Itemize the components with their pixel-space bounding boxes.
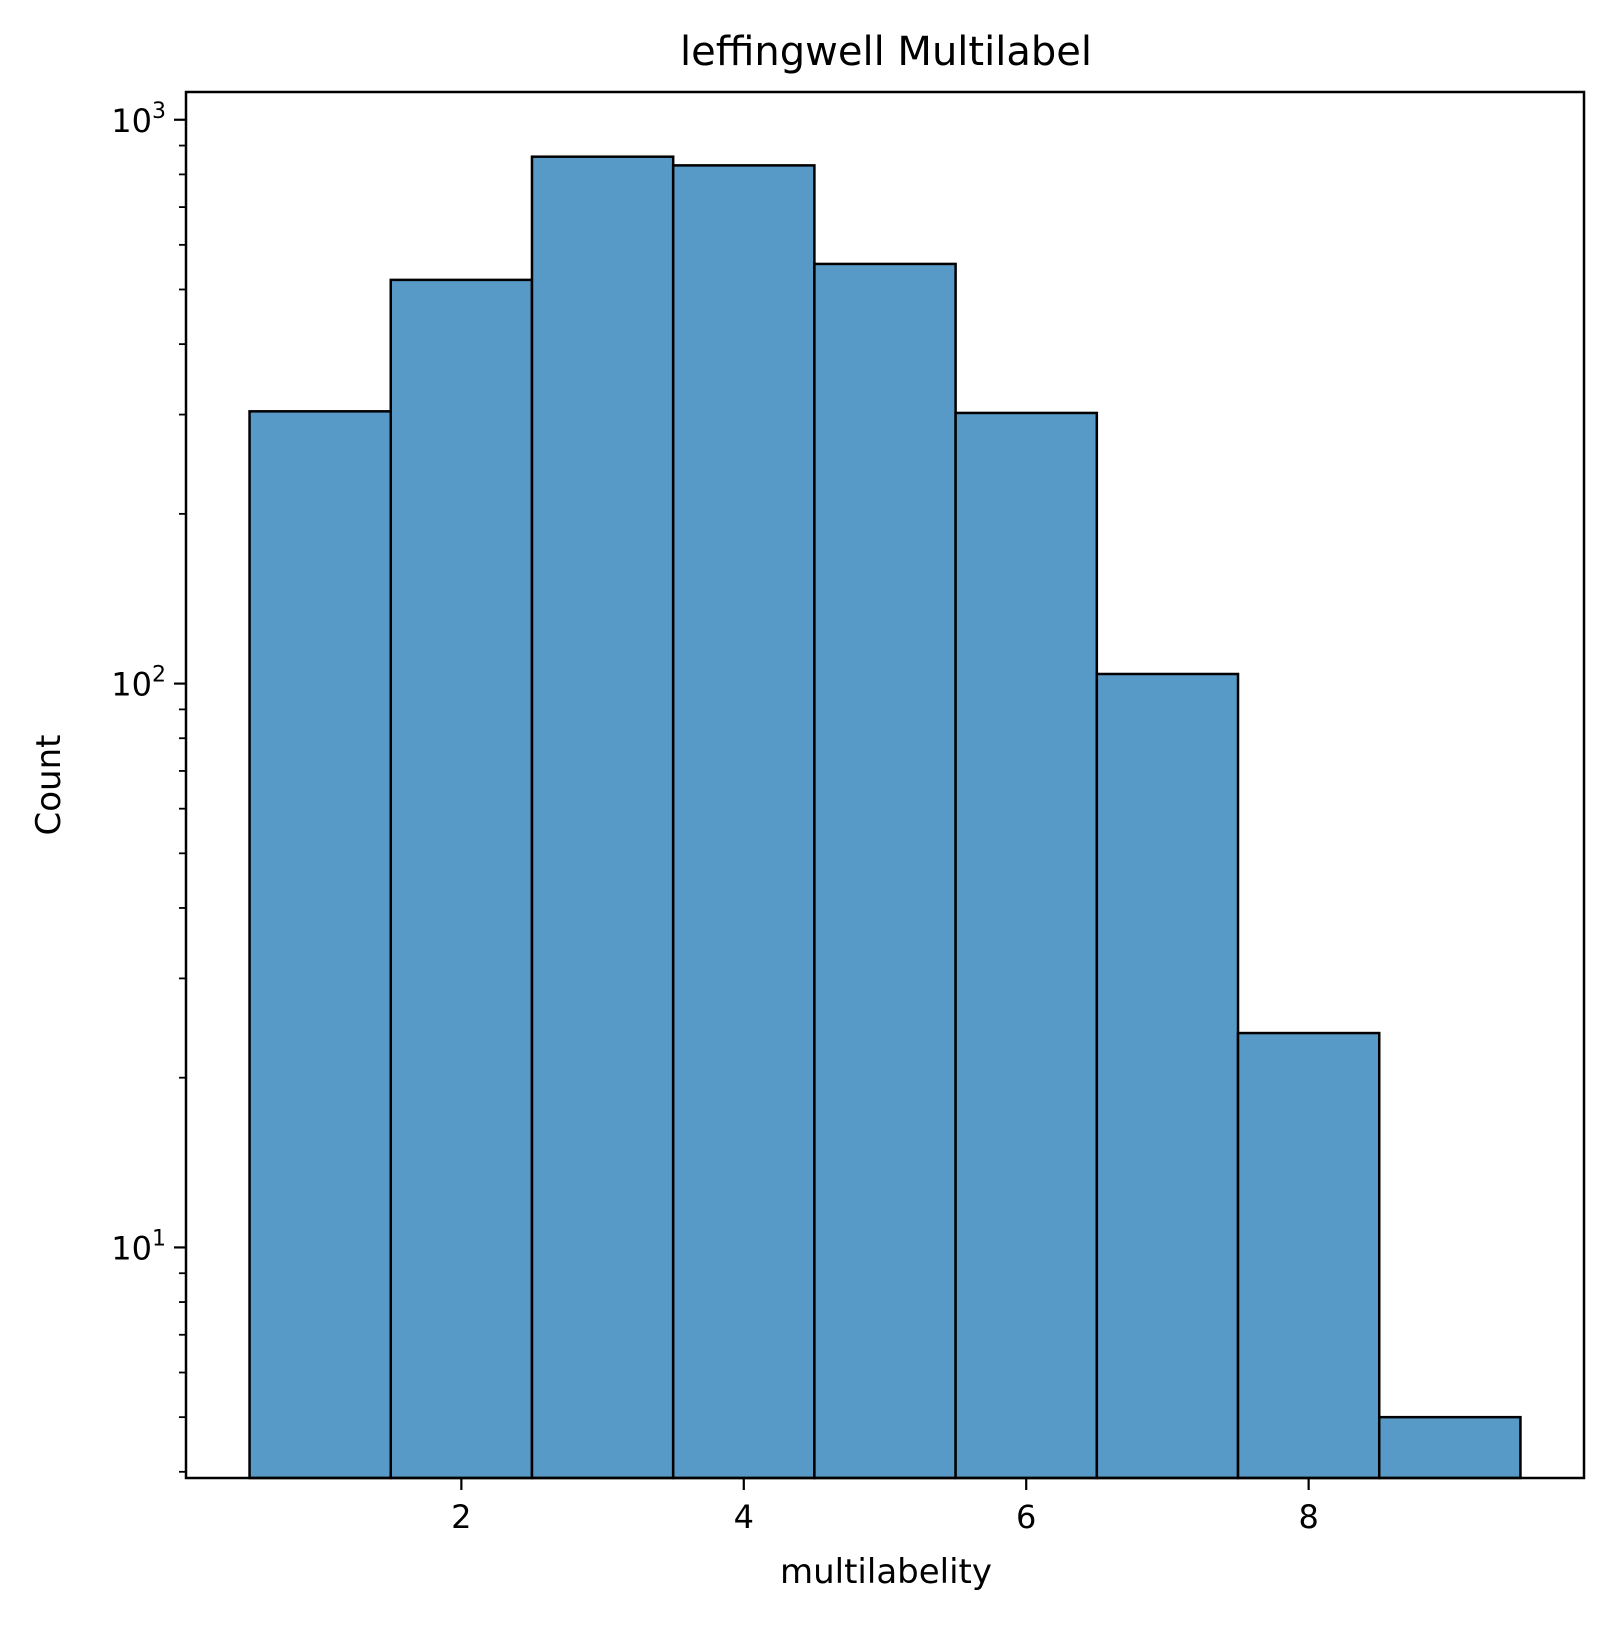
- x-axis-label: multilabelity: [780, 1552, 992, 1592]
- bar-8: [1236, 1031, 1381, 1480]
- bars-group: [248, 155, 1522, 1480]
- x-tick-label: 2: [451, 1498, 471, 1536]
- bar-5: [813, 262, 957, 1480]
- x-tick-label: 6: [1016, 1498, 1036, 1536]
- plot-frame: [184, 90, 1586, 1480]
- bar-3: [530, 155, 675, 1480]
- bar-6: [954, 411, 1099, 1480]
- y-tick-label: 102: [111, 663, 166, 704]
- y-axis-label: Count: [29, 735, 69, 836]
- chart-title: leffingwell Multilabel: [680, 29, 1092, 75]
- bar-2: [389, 278, 534, 1480]
- x-tick-label: 4: [734, 1498, 754, 1536]
- bar-7: [1095, 672, 1240, 1480]
- x-tick-label: 8: [1298, 1498, 1318, 1536]
- bar-4: [671, 164, 816, 1480]
- bar-9: [1377, 1415, 1522, 1480]
- y-tick-label: 103: [111, 99, 166, 140]
- y-major-ticks: 101 102 103: [111, 99, 186, 1267]
- y-tick-label: 101: [111, 1226, 166, 1267]
- x-ticks: 2 4 6 8: [451, 1478, 1319, 1536]
- bar-1: [248, 410, 393, 1480]
